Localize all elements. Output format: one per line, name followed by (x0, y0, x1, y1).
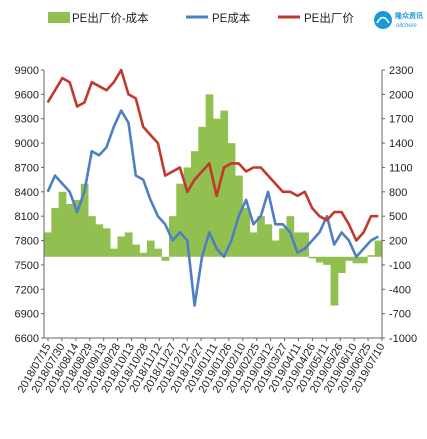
legend-swatch-spread (48, 12, 70, 23)
legend-label-spread: PE出厂价-成本 (72, 11, 149, 25)
legend-label-price: PE出厂价 (304, 11, 354, 25)
spread-area-segment (337, 256, 346, 274)
spread-area-segment (88, 216, 96, 257)
spread-area-segment (271, 240, 280, 257)
y-left-tick-label: 8400 (15, 187, 39, 199)
spread-area-segment (257, 216, 265, 257)
spread-area-segment (330, 256, 339, 306)
y-right-tick-label: 800 (389, 187, 407, 199)
spread-area-segment (213, 118, 221, 257)
spread-area-segment (308, 256, 317, 259)
spread-area-segment (124, 232, 133, 257)
axes: 6600 6900 7200 7500 7800 8100 8400 8700 9000 9300… (15, 65, 418, 395)
y-left-tick-label: 7800 (15, 236, 39, 248)
y-right-tick-label: -100 (389, 260, 411, 272)
logo-icon-mark (376, 16, 390, 24)
spread-area-segment (352, 256, 361, 264)
legend: PE出厂价-成本 PE成本 PE出厂价 (48, 11, 354, 25)
spread-area-segment (374, 240, 383, 257)
y-left-tick-label: 8700 (15, 162, 39, 174)
y-left-tick-label: 7200 (15, 284, 39, 296)
spread-area-segment (44, 232, 52, 257)
y-left-tick-label: 6600 (15, 333, 39, 345)
y-right-tick-label: -1000 (389, 333, 417, 345)
spread-area-segment (345, 256, 354, 261)
spread-area-segment (95, 224, 104, 257)
brand-logo: 隆众资讯 oilchem (374, 11, 423, 29)
y-left-tick-label: 7500 (15, 260, 39, 272)
y-right-tick-label: 2000 (389, 89, 413, 101)
y-right-tick-label: -700 (389, 309, 411, 321)
spread-area-segment (249, 232, 258, 257)
y-right-tick-label: 500 (389, 211, 407, 223)
logo-name: 隆众资讯 (395, 11, 423, 20)
spread-area-segment (183, 167, 192, 257)
spread-area-segment (176, 183, 185, 257)
y-right-tick-label: 1400 (389, 138, 413, 150)
spread-area-segment (264, 224, 273, 257)
spread-area-segment (58, 191, 67, 257)
spread-area-segment (168, 216, 177, 257)
logo-icon (374, 11, 392, 29)
spread-area-segment (80, 183, 89, 257)
spread-area-segment (315, 256, 324, 263)
spread-area-segment (367, 255, 376, 257)
spread-area-segment (205, 94, 214, 257)
y-left-tick-label: 9600 (15, 89, 39, 101)
spread-area-segment (110, 248, 118, 257)
spread-area-segment (66, 204, 74, 257)
y-right-tick-label: 1700 (389, 114, 413, 126)
y-left-tick-label: 9300 (15, 114, 39, 126)
spread-area-segment (146, 240, 155, 257)
spread-area-segment (132, 244, 140, 257)
y-left-tick-label: 6900 (15, 309, 39, 321)
spread-area-segment (227, 143, 236, 257)
spread-area-segment (279, 228, 287, 257)
y-right-tick-label: 2300 (389, 65, 413, 77)
spread-area-segment (359, 256, 368, 264)
spread-area-segment (190, 151, 199, 257)
spread-area-segment (51, 208, 60, 257)
spread-area-segment (73, 199, 82, 257)
spread-area-segment (117, 236, 126, 257)
y-left-tick-label: 9900 (15, 65, 39, 77)
y-right-tick-label: 1100 (389, 162, 413, 174)
logo-subtitle: oilchem (396, 23, 417, 29)
spread-area-segment (301, 232, 309, 257)
spread-area-segment (198, 126, 207, 257)
spread-area-segment (220, 110, 229, 257)
price-line (46, 68, 379, 242)
spread-area-segment (139, 252, 148, 257)
plot-area (44, 68, 383, 307)
spread-area-segment (154, 248, 162, 257)
spread-area-segment (161, 256, 170, 261)
y-right-tick-label: 200 (389, 236, 407, 248)
spread-area-segment (102, 228, 111, 257)
y-left-tick-label: 8100 (15, 211, 39, 223)
spread-area-segment (293, 232, 302, 257)
spread-area-segment (242, 208, 251, 257)
legend-label-cost: PE成本 (212, 11, 251, 25)
y-right-tick-label: -400 (389, 284, 411, 296)
cost-line (46, 109, 379, 307)
spread-area-segment (323, 256, 331, 265)
y-left-tick-label: 9000 (15, 138, 39, 150)
